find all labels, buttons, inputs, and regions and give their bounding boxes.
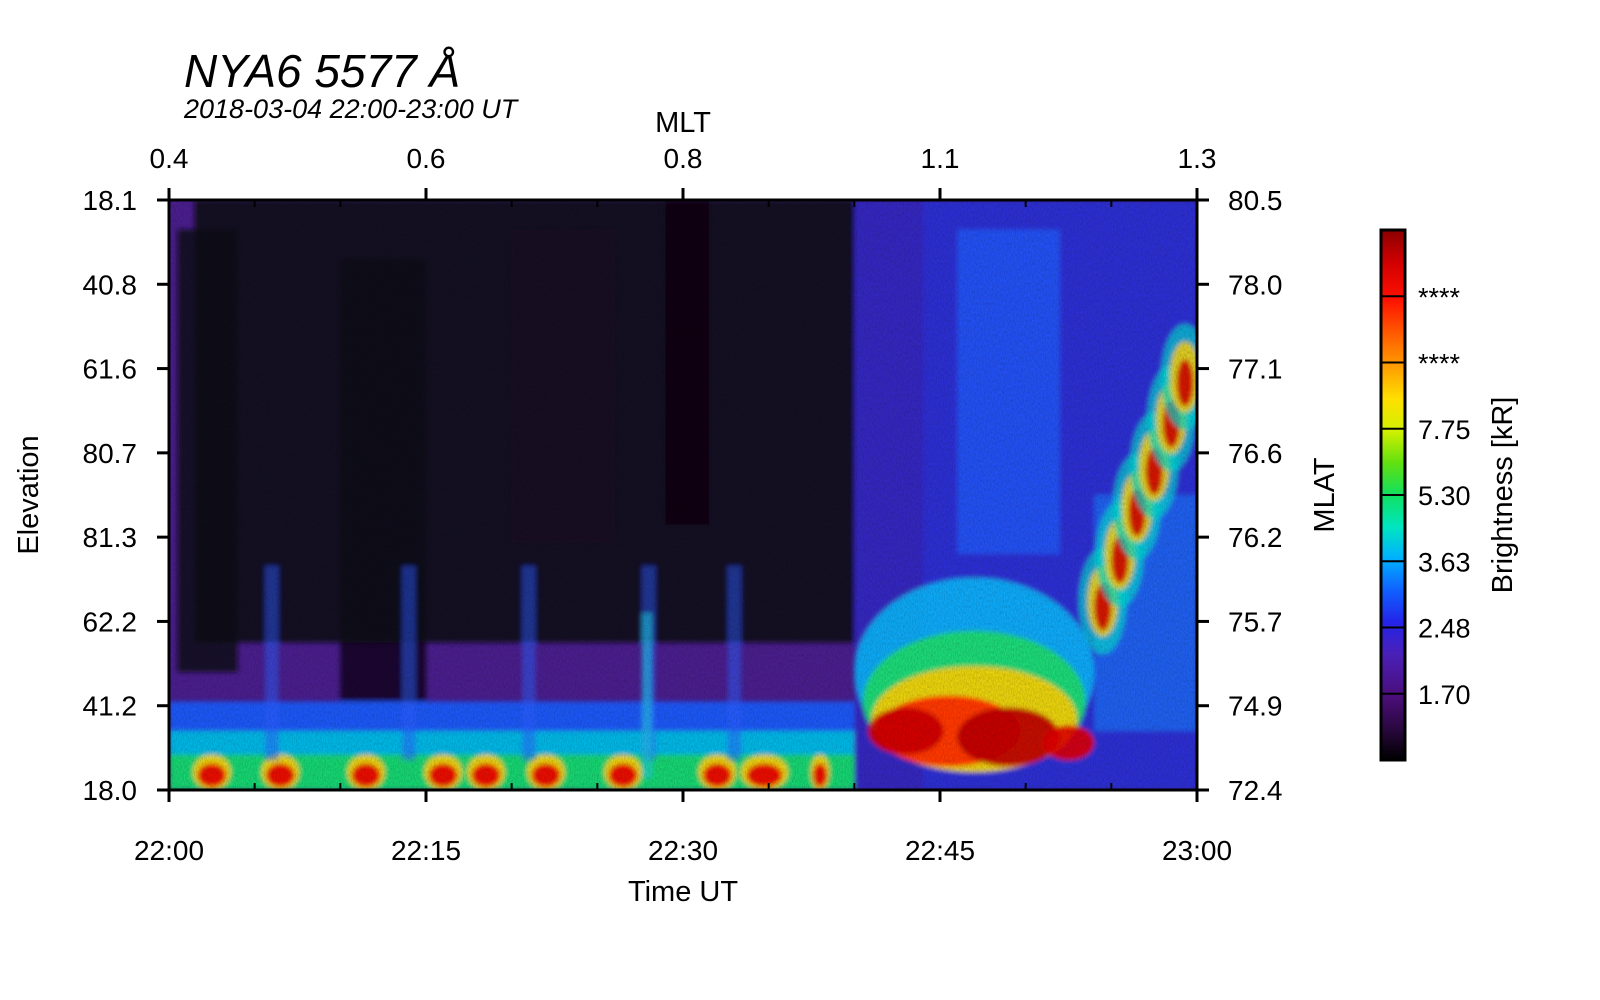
y-right-tick-label: 76.6 bbox=[1228, 438, 1283, 469]
chart-subtitle: 2018-03-04 22:00-23:00 UT bbox=[184, 94, 518, 124]
chart-title: NYA6 5577 Å bbox=[184, 45, 461, 97]
y-axis-left: 18.1 40.8 61.6 80.7 81.3 62.2 41.2 18.0 bbox=[83, 185, 169, 806]
colorbar-tick-label: 3.63 bbox=[1418, 547, 1471, 577]
x-tick-label: 23:00 bbox=[1162, 835, 1232, 866]
y-right-tick-label: 77.1 bbox=[1228, 354, 1283, 385]
x-axis-top: 0.4 0.6 0.8 1.1 1.3 bbox=[150, 143, 1217, 207]
x-tick-label: 22:15 bbox=[391, 835, 461, 866]
y-right-tick-label: 80.5 bbox=[1228, 185, 1283, 216]
colorbar-tick-label: 7.75 bbox=[1418, 415, 1471, 445]
y-left-tick-label: 18.1 bbox=[83, 185, 138, 216]
y-axis-right-label: MLAT bbox=[1309, 457, 1341, 532]
y-right-tick-label: 78.0 bbox=[1228, 269, 1283, 300]
colorbar-tick-label: 2.48 bbox=[1418, 614, 1471, 644]
y-right-tick-label: 74.9 bbox=[1228, 691, 1283, 722]
y-left-tick-label: 80.7 bbox=[83, 438, 138, 469]
colorbar-tick-label: 5.30 bbox=[1418, 481, 1471, 511]
top-tick-label: 0.4 bbox=[150, 143, 189, 174]
keogram-image bbox=[169, 200, 1197, 790]
x-tick-label: 22:30 bbox=[648, 835, 718, 866]
colorbar-label: Brightness [kR] bbox=[1487, 397, 1519, 594]
x-tick-label: 22:45 bbox=[905, 835, 975, 866]
y-axis-left-label: Elevation bbox=[13, 435, 45, 554]
colorbar-tick-label: 1.70 bbox=[1418, 680, 1471, 710]
y-right-tick-label: 75.7 bbox=[1228, 606, 1283, 637]
top-axis-label: MLT bbox=[655, 107, 711, 139]
top-tick-label: 1.1 bbox=[921, 143, 960, 174]
colorbar-tick-label: **** bbox=[1418, 282, 1461, 312]
x-tick-label: 22:00 bbox=[134, 835, 204, 866]
y-left-tick-label: 18.0 bbox=[83, 775, 138, 806]
y-right-tick-label: 72.4 bbox=[1228, 775, 1283, 806]
colorbar-tick-label: **** bbox=[1418, 349, 1461, 379]
y-axis-right: 80.5 78.0 77.1 76.6 76.2 75.7 74.9 72.4 bbox=[1197, 185, 1283, 806]
y-left-tick-label: 62.2 bbox=[83, 606, 138, 637]
y-left-tick-label: 40.8 bbox=[83, 269, 138, 300]
x-axis-bottom: 22:00 22:15 22:30 22:45 23:00 bbox=[134, 783, 1232, 866]
top-tick-label: 1.3 bbox=[1178, 143, 1217, 174]
y-right-tick-label: 76.2 bbox=[1228, 522, 1283, 553]
y-left-tick-label: 61.6 bbox=[83, 354, 138, 385]
x-axis-label: Time UT bbox=[628, 876, 738, 908]
y-left-tick-label: 41.2 bbox=[83, 691, 138, 722]
top-tick-label: 0.8 bbox=[664, 143, 703, 174]
y-left-tick-label: 81.3 bbox=[83, 522, 138, 553]
colorbar: **** **** 7.75 5.30 3.63 2.48 1.70 Brightness … bbox=[1379, 228, 1519, 762]
top-tick-label: 0.6 bbox=[407, 143, 446, 174]
